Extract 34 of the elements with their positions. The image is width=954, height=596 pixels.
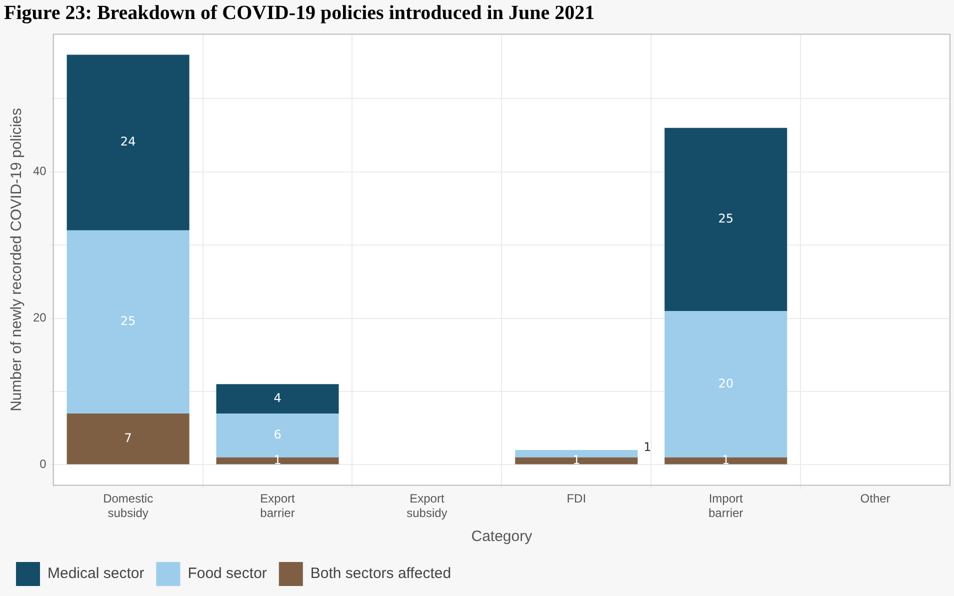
x-tick-label: FDI bbox=[566, 492, 586, 506]
data-label: 6 bbox=[274, 428, 282, 442]
data-label: 25 bbox=[120, 314, 136, 328]
data-label: 1 bbox=[722, 452, 730, 467]
data-label: 25 bbox=[718, 212, 734, 226]
x-tick-label: Import barrier bbox=[708, 492, 744, 520]
bar bbox=[66, 413, 190, 464]
data-label: 1 bbox=[274, 452, 282, 467]
legend-label: Medical sector bbox=[48, 565, 144, 582]
bar bbox=[66, 54, 190, 230]
data-label: 4 bbox=[274, 390, 282, 405]
legend-label: Food sector bbox=[188, 565, 267, 582]
y-tick-label: 0 bbox=[40, 457, 47, 472]
chart-title: Figure 23: Breakdown of COVID-19 policies introduced in June 2021 bbox=[4, 2, 596, 24]
data-label: 20 bbox=[718, 376, 734, 390]
bar bbox=[216, 384, 339, 414]
data-label: 7 bbox=[124, 430, 132, 445]
x-tick-label: Other bbox=[860, 492, 890, 506]
bar bbox=[216, 457, 339, 464]
y-tick-label: 40 bbox=[32, 164, 47, 178]
x-tick-label: Export barrier bbox=[260, 492, 296, 520]
bar bbox=[515, 457, 638, 464]
x-axis-title: Category bbox=[471, 528, 533, 546]
bar bbox=[664, 457, 788, 464]
y-tick-label: 20 bbox=[32, 310, 47, 325]
legend-label: Both sectors affected bbox=[310, 565, 452, 582]
bar bbox=[664, 128, 788, 311]
data-label: 24 bbox=[120, 134, 136, 149]
x-tick-label: Domestic subsidy bbox=[103, 492, 154, 520]
y-axis-title: Number of newly recorded COVID-19 policies bbox=[8, 108, 26, 412]
data-label: 1 bbox=[572, 452, 580, 467]
data-label: 1 bbox=[644, 440, 652, 454]
bar bbox=[66, 230, 190, 414]
x-tick-label: Export subsidy bbox=[406, 492, 448, 520]
